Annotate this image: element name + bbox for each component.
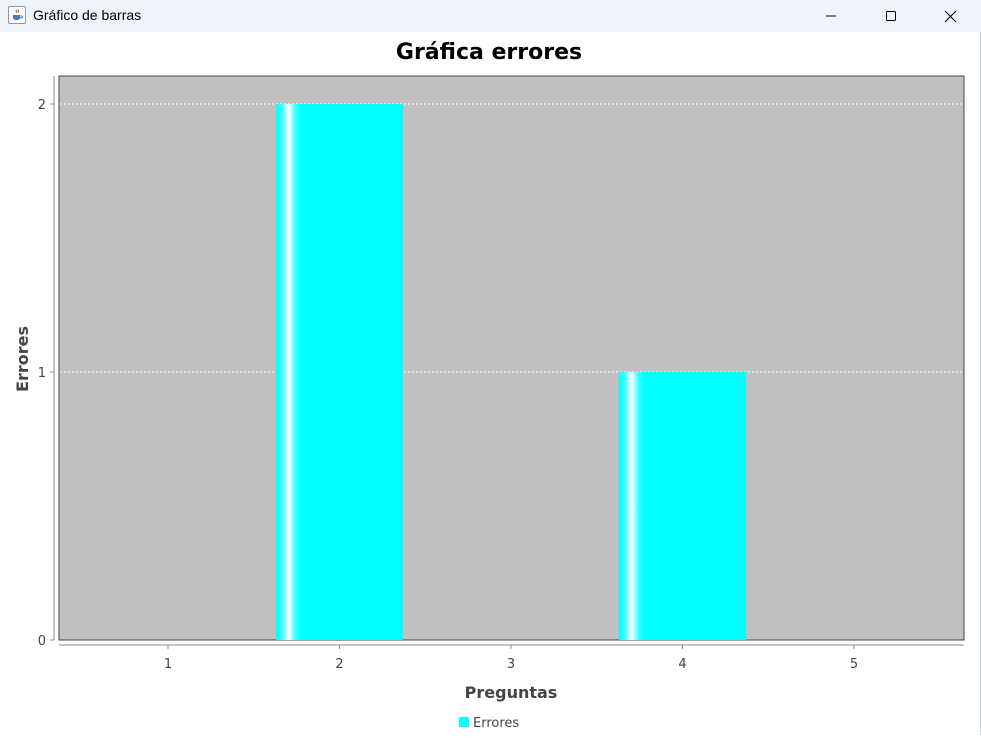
x-axis-label: Preguntas [465, 683, 558, 702]
x-tick-label: 4 [678, 657, 686, 672]
bars [276, 104, 746, 640]
x-tick-label: 2 [335, 657, 343, 672]
y-axis-label: Errores [13, 326, 32, 392]
java-coffee-cup-icon[interactable] [8, 6, 26, 24]
title-bar[interactable]: Gráfico de barras [0, 0, 981, 32]
y-axis-ticks: 0 1 2 [38, 98, 54, 649]
legend-label: Errores [473, 716, 519, 731]
legend: Errores [459, 716, 519, 731]
bar-chart: Gráfica errores 0 1 2 1 2 3 4 5 Preguntas Erro… [13, 40, 965, 731]
maximize-icon [886, 11, 896, 21]
x-tick-label: 5 [850, 657, 858, 672]
maximize-button[interactable] [868, 0, 914, 32]
chart-title: Gráfica errores [396, 40, 582, 65]
y-tick-label: 1 [38, 366, 46, 381]
minimize-icon [826, 15, 836, 17]
close-button[interactable] [927, 0, 973, 32]
bar [619, 372, 746, 640]
window-title: Gráfico de barras [33, 7, 142, 23]
x-tick-label: 1 [164, 657, 172, 672]
bar [276, 104, 403, 640]
gridlines [60, 103, 963, 373]
x-tick-label: 3 [507, 657, 515, 672]
chart-panel: Gráfica errores 0 1 2 1 2 3 4 5 Preguntas Erro… [0, 32, 980, 735]
minimize-button[interactable] [808, 0, 854, 32]
x-axis-ticks: 1 2 3 4 5 [164, 645, 858, 672]
plot-area [58, 75, 965, 641]
y-tick-label: 0 [38, 634, 46, 649]
y-tick-label: 2 [38, 98, 46, 113]
close-icon [944, 10, 956, 22]
legend-swatch [459, 717, 469, 727]
